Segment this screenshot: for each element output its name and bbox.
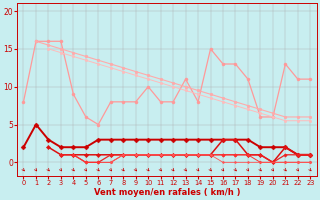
X-axis label: Vent moyen/en rafales ( km/h ): Vent moyen/en rafales ( km/h ) <box>94 188 240 197</box>
